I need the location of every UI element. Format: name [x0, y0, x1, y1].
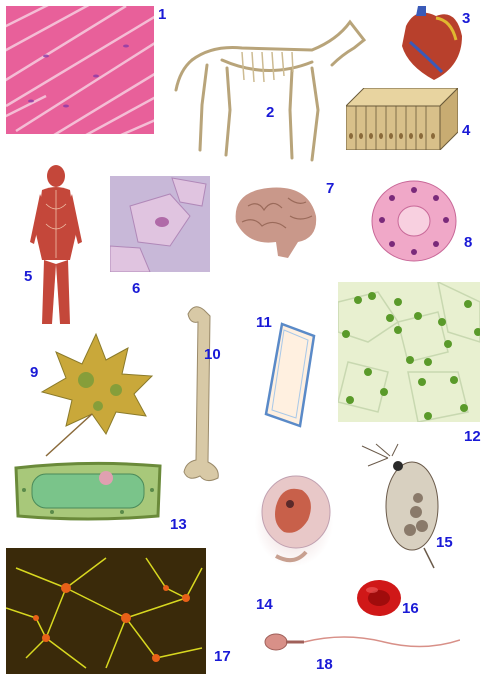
embryo-image: [236, 456, 352, 588]
daphnia-image: [358, 442, 442, 570]
plant-cell-outline-image: [262, 318, 318, 430]
femur-bone-image: [180, 302, 228, 484]
algae-cell-image: [12, 460, 164, 522]
cheek-cells-image: [110, 176, 210, 272]
label-4: 4: [462, 122, 471, 139]
chloroplast-cells-image: [338, 282, 480, 422]
sperm-cell-image: [264, 630, 460, 654]
human-muscle-figure-image: [26, 164, 86, 330]
label-16: 16: [402, 600, 419, 617]
muscle-tissue-image: [6, 6, 154, 134]
label-17: 17: [214, 648, 231, 665]
heart-image: [396, 6, 466, 82]
label-10: 10: [204, 346, 221, 363]
maple-leaf-image: [36, 330, 156, 460]
epithelium-block-image: [346, 88, 458, 150]
label-12: 12: [464, 428, 481, 445]
label-1: 1: [158, 6, 167, 23]
label-18: 18: [316, 656, 333, 673]
label-9: 9: [30, 364, 39, 381]
label-6: 6: [132, 280, 141, 297]
label-2: 2: [266, 104, 275, 121]
label-14: 14: [256, 596, 273, 613]
label-8: 8: [464, 234, 473, 251]
label-15: 15: [436, 534, 453, 551]
red-blood-cell-image: [356, 578, 402, 618]
horse-skeleton-image: [172, 10, 372, 162]
label-11: 11: [256, 314, 272, 331]
label-5: 5: [24, 268, 33, 285]
label-13: 13: [170, 516, 187, 533]
neurons-image: [6, 548, 206, 674]
brain-image: [228, 182, 320, 262]
label-3: 3: [462, 10, 471, 27]
cell-ring-image: [370, 178, 458, 264]
label-7: 7: [326, 180, 335, 197]
